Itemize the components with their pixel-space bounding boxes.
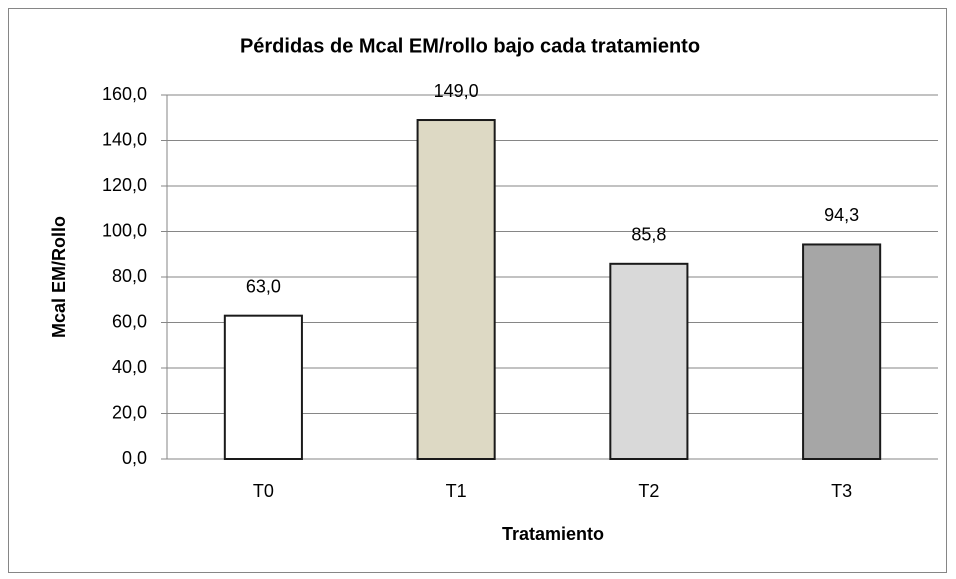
y-tick-label: 120,0 <box>102 175 147 195</box>
bar <box>802 243 882 460</box>
data-label: 149,0 <box>434 81 479 101</box>
y-tick-label: 140,0 <box>102 129 147 149</box>
x-axis-label: Tratamiento <box>502 524 604 544</box>
y-tick-label: 0,0 <box>122 448 147 468</box>
x-tick-label: T0 <box>253 481 274 501</box>
y-tick-label: 40,0 <box>112 357 147 377</box>
data-label: 85,8 <box>631 225 666 245</box>
y-tick-label: 80,0 <box>112 266 147 286</box>
y-tick-label: 160,0 <box>102 84 147 104</box>
data-label: 94,3 <box>824 205 859 225</box>
x-tick-label: T3 <box>831 481 852 501</box>
y-tick-label: 100,0 <box>102 220 147 240</box>
y-tick-label: 20,0 <box>112 402 147 422</box>
y-tick-label: 60,0 <box>112 311 147 331</box>
data-label: 63,0 <box>246 276 281 296</box>
x-tick-label: T2 <box>638 481 659 501</box>
y-axis-label: Mcal EM/Rollo <box>49 216 69 338</box>
x-tick-label: T1 <box>446 481 467 501</box>
bar <box>609 262 689 460</box>
bar <box>416 119 496 461</box>
chart-title: Pérdidas de Mcal EM/rollo bajo cada trat… <box>240 35 700 57</box>
bar <box>223 314 303 460</box>
